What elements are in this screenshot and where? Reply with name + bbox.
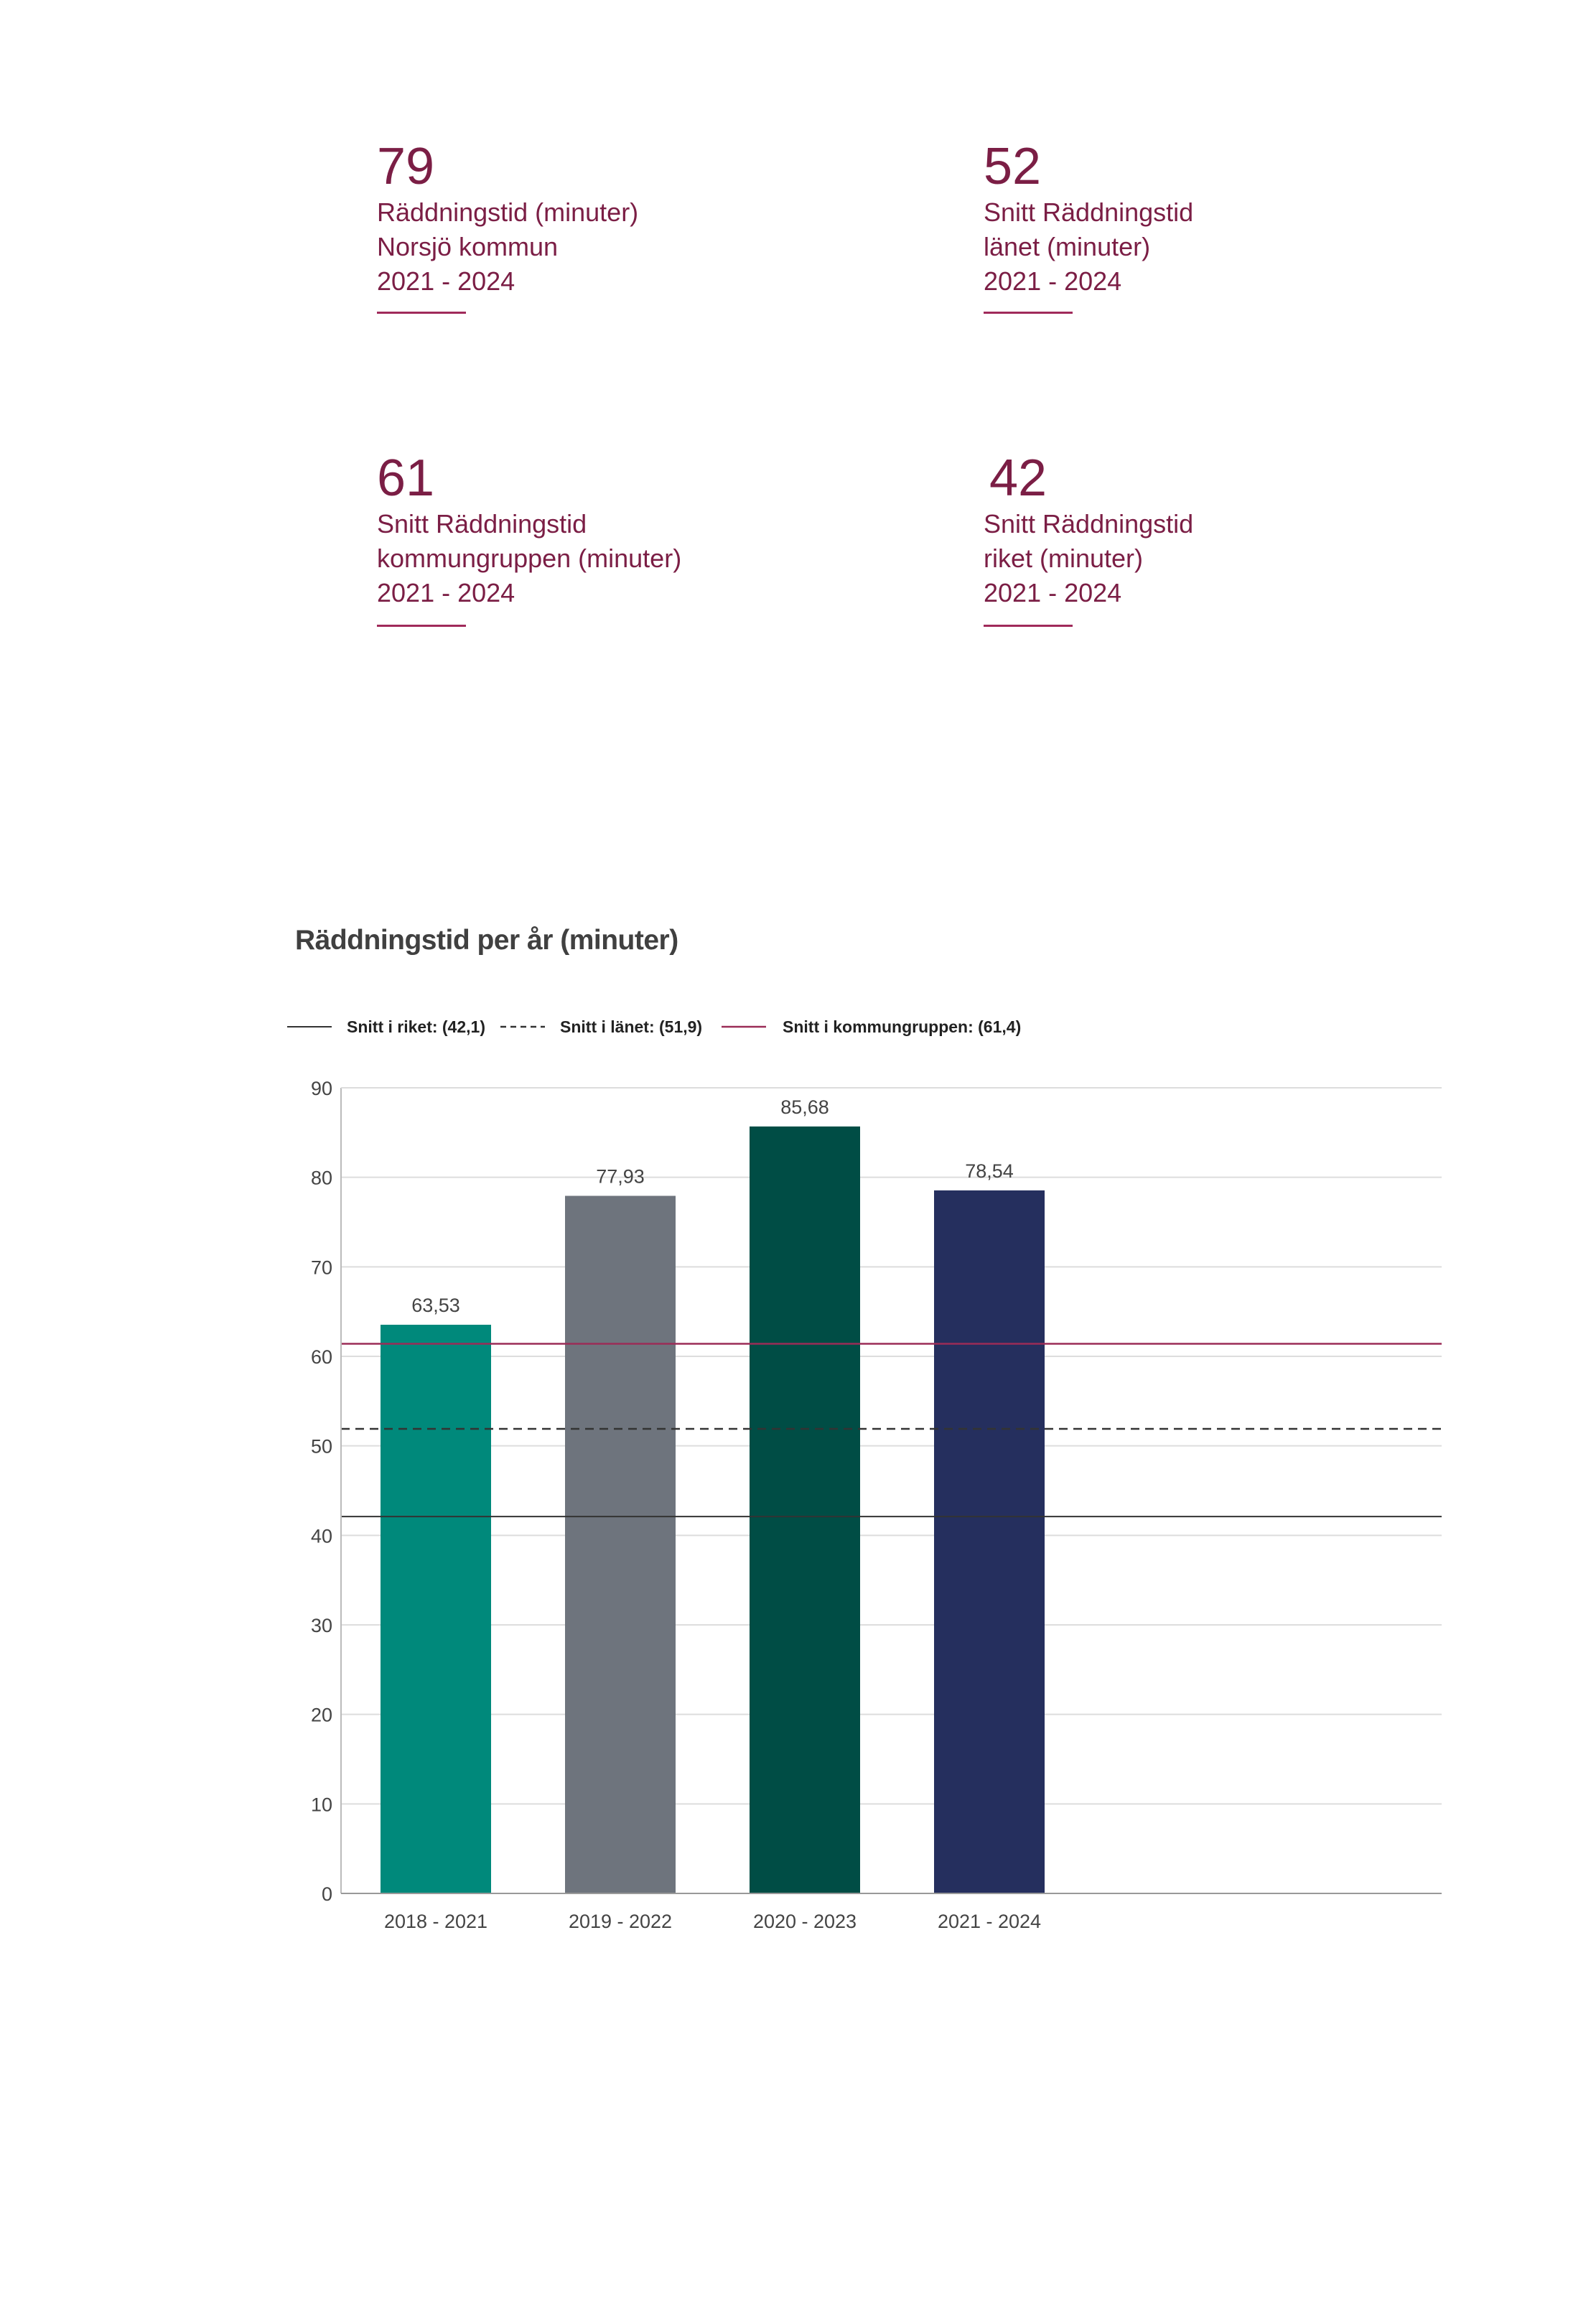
y-tick-label: 90 xyxy=(311,1078,332,1099)
stat-label: Norsjö kommun xyxy=(377,232,559,261)
stat-label: Snitt Räddningstid xyxy=(984,197,1194,227)
stat-block-kommun: 79 Räddningstid (minuter) Norsjö kommun … xyxy=(377,138,879,314)
stat-block-lanet: 52 Snitt Räddningstid länet (minuter) 20… xyxy=(984,138,1486,314)
stat-period: 2021 - 2024 xyxy=(377,578,515,607)
legend-label: Snitt i länet: (51,9) xyxy=(560,1017,702,1036)
y-axis-ticks: 0 10 20 30 40 50 60 70 80 90 xyxy=(311,1078,332,1905)
stat-block-kommungrupp: 61 Snitt Räddningstid kommungruppen (min… xyxy=(377,449,879,627)
y-tick-label: 40 xyxy=(311,1525,332,1547)
stat-label: Snitt Räddningstid xyxy=(984,509,1194,539)
stat-value: 52 xyxy=(984,138,1042,195)
bar-value-label: 85,68 xyxy=(780,1096,829,1118)
legend-label: Snitt i kommungruppen: (61,4) xyxy=(783,1017,1021,1036)
y-tick-label: 60 xyxy=(311,1346,332,1368)
y-tick-label: 30 xyxy=(311,1615,332,1636)
stat-divider xyxy=(984,625,1073,627)
stat-value: 79 xyxy=(377,138,435,195)
reference-lines xyxy=(341,1343,1442,1518)
stat-label: riket (minuter) xyxy=(984,544,1144,573)
stat-value: 42 xyxy=(989,449,1047,507)
bar-value-label: 63,53 xyxy=(411,1295,460,1316)
x-tick-label: 2018 - 2021 xyxy=(384,1911,487,1932)
stat-period: 2021 - 2024 xyxy=(984,578,1122,607)
stat-label: länet (minuter) xyxy=(984,232,1151,261)
stat-divider xyxy=(377,312,466,314)
x-tick-label: 2021 - 2024 xyxy=(938,1911,1041,1932)
chart-legend: Snitt i riket: (42,1) Snitt i länet: (51,… xyxy=(287,1017,1021,1036)
legend-label: Snitt i riket: (42,1) xyxy=(347,1017,485,1036)
stat-divider xyxy=(377,625,466,627)
stat-label: Räddningstid (minuter) xyxy=(377,197,639,227)
y-tick-label: 10 xyxy=(311,1794,332,1815)
y-tick-label: 70 xyxy=(311,1257,332,1278)
y-tick-label: 80 xyxy=(311,1168,332,1189)
bar xyxy=(750,1126,860,1893)
bar-value-label: 78,54 xyxy=(965,1160,1014,1182)
chart-grid xyxy=(341,1087,1442,1805)
stat-divider xyxy=(984,312,1073,314)
chart-axes xyxy=(340,1087,1442,1894)
bar-value-labels: 63,53 77,93 85,68 78,54 xyxy=(411,1096,1014,1316)
stat-period: 2021 - 2024 xyxy=(984,266,1122,296)
stat-value: 61 xyxy=(377,449,435,507)
y-tick-label: 20 xyxy=(311,1705,332,1726)
bar xyxy=(381,1324,491,1893)
bar-value-label: 77,93 xyxy=(596,1165,645,1187)
x-tick-label: 2020 - 2023 xyxy=(753,1911,857,1932)
stat-period: 2021 - 2024 xyxy=(377,266,515,296)
y-tick-label: 50 xyxy=(311,1436,332,1458)
stat-block-riket: 42 Snitt Räddningstid riket (minuter) 20… xyxy=(984,449,1486,627)
stat-label: Snitt Räddningstid xyxy=(377,509,587,539)
x-axis-ticks: 2018 - 2021 2019 - 2022 2020 - 2023 2021 - … xyxy=(384,1911,1041,1932)
bar xyxy=(934,1190,1045,1893)
bar-series xyxy=(381,1126,1045,1893)
y-tick-label: 0 xyxy=(322,1883,332,1905)
stat-label: kommungruppen (minuter) xyxy=(377,544,682,573)
bar xyxy=(565,1196,676,1893)
chart-title: Räddningstid per år (minuter) xyxy=(295,925,678,956)
x-tick-label: 2019 - 2022 xyxy=(569,1911,672,1932)
